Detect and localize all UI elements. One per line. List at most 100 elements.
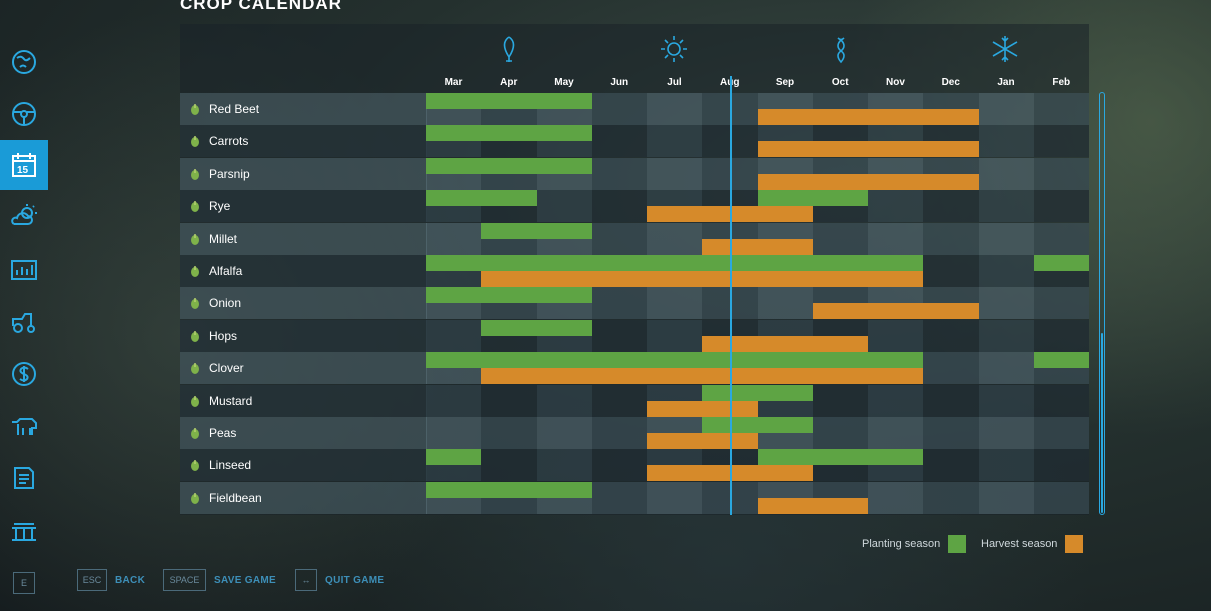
harvest-bar: [647, 433, 758, 449]
calendar-cell: [923, 384, 979, 417]
planting-bar: [702, 417, 813, 433]
month-label-jul: Jul: [667, 77, 682, 88]
calendar-cell: [1033, 287, 1089, 320]
crop-row-clover[interactable]: Clover: [180, 352, 427, 385]
calendar-cell: [647, 93, 703, 125]
alfalfa-icon: [186, 262, 204, 280]
prices-icon[interactable]: [0, 246, 48, 294]
crop-row-red-beet[interactable]: Red Beet: [180, 93, 427, 125]
back-button[interactable]: ESC BACK: [77, 569, 145, 591]
page-title: CROP CALENDAR: [180, 0, 342, 13]
calendar-cell: [591, 190, 647, 223]
calendar-cell: [702, 93, 758, 125]
crop-row-millet[interactable]: Millet: [180, 222, 427, 255]
calendar-cell: [923, 417, 979, 449]
calendar-cell: [978, 93, 1034, 125]
back-label: BACK: [115, 574, 146, 586]
crop-row-onion[interactable]: Onion: [180, 287, 427, 320]
contracts-icon[interactable]: [0, 454, 48, 502]
map-icon[interactable]: [0, 38, 48, 86]
calendar-cell: [868, 319, 924, 352]
calendar-cell: [591, 93, 647, 125]
crop-row-peas[interactable]: Peas: [180, 417, 427, 449]
calendar-cell: [978, 481, 1034, 514]
planting-bar: [757, 449, 924, 466]
calendar-cell: [923, 190, 979, 223]
animals-icon[interactable]: [0, 402, 48, 450]
crop-name: Parsnip: [209, 166, 250, 181]
calendar-cell: [978, 352, 1034, 385]
autumn-icon: [837, 37, 845, 64]
calendar-cell: [923, 222, 979, 255]
calendar-cell: [923, 352, 979, 385]
save-game-button[interactable]: SPACE SAVE GAME: [163, 569, 276, 591]
crop-row-parsnip[interactable]: Parsnip: [180, 157, 427, 190]
onion-icon: [186, 294, 204, 312]
calendar-cell: [426, 384, 482, 417]
crop-name: Clover: [209, 361, 244, 376]
crop-row-alfalfa[interactable]: Alfalfa: [180, 255, 427, 287]
calendar-cell: [978, 157, 1034, 190]
harvest-bar: [647, 400, 758, 417]
clover-icon: [186, 359, 204, 377]
production-icon[interactable]: [0, 506, 48, 554]
calendar-cell: [868, 384, 924, 417]
peas-icon: [186, 424, 204, 442]
calendar-cell: [591, 384, 647, 417]
calendar-cell: [702, 157, 758, 190]
crop-name: Mustard: [209, 393, 253, 408]
crop-row-linseed[interactable]: Linseed: [180, 449, 427, 482]
weather-icon[interactable]: [0, 192, 48, 240]
calendar-cell: [647, 157, 703, 190]
arrow-key: ↔: [295, 569, 317, 591]
millet-icon: [186, 230, 204, 248]
scrollbar[interactable]: [1099, 92, 1105, 515]
calendar-cell: [757, 287, 813, 320]
calendar-cell: [647, 125, 703, 158]
month-label-aug: Aug: [702, 77, 757, 88]
calendar-cell: [1033, 222, 1089, 255]
calendar-cell: [481, 384, 537, 417]
calendar-cell: [1033, 125, 1089, 158]
calendar-cell: [426, 319, 482, 352]
calendar-cell: [812, 384, 868, 417]
harvest-bar: [481, 271, 924, 287]
calendar-cell: [812, 222, 868, 255]
e-key-icon[interactable]: E: [0, 559, 48, 607]
crop-row-hops[interactable]: Hops: [180, 319, 427, 352]
quit-game-label: QUIT GAME: [325, 574, 385, 586]
planting-bar: [426, 352, 924, 369]
planting-bar: [426, 190, 537, 207]
rye-icon: [186, 197, 204, 215]
calendar-cell: [702, 481, 758, 514]
space-key: SPACE: [163, 569, 206, 591]
calendar-icon[interactable]: 15: [0, 140, 48, 190]
vehicles-icon[interactable]: [0, 298, 48, 346]
sidebar: 15 E: [0, 0, 48, 611]
month-label-sep: Sep: [775, 77, 795, 88]
calendar-cell: [647, 319, 703, 352]
crop-name: Peas: [209, 426, 237, 440]
crop-row-mustard[interactable]: Mustard: [180, 384, 427, 417]
crop-row-rye[interactable]: Rye: [180, 190, 427, 223]
scrollbar-thumb[interactable]: [1101, 333, 1103, 513]
finances-icon[interactable]: [0, 350, 48, 398]
planting-bar: [426, 125, 592, 142]
calendar-cell: [591, 481, 647, 514]
legend-planting-swatch: [948, 535, 967, 553]
calendar-cell: [978, 417, 1034, 449]
steering-wheel-icon[interactable]: [0, 90, 48, 138]
crop-row-fieldbean[interactable]: Fieldbean: [180, 481, 427, 514]
calendar-cell: [978, 222, 1034, 255]
quit-game-button[interactable]: ↔ QUIT GAME: [295, 569, 384, 591]
harvest-bar: [647, 206, 813, 223]
legend-harvest-label: Harvest season: [981, 538, 1058, 550]
calendar-cell: [536, 417, 592, 449]
planting-bar: [702, 384, 813, 401]
month-label-may: May: [554, 77, 574, 88]
crop-row-carrots[interactable]: Carrots: [180, 125, 427, 158]
calendar-cell: [702, 125, 758, 158]
planting-bar: [757, 190, 868, 207]
calendar-cell: [978, 287, 1034, 320]
calendar-cell: [868, 190, 924, 223]
